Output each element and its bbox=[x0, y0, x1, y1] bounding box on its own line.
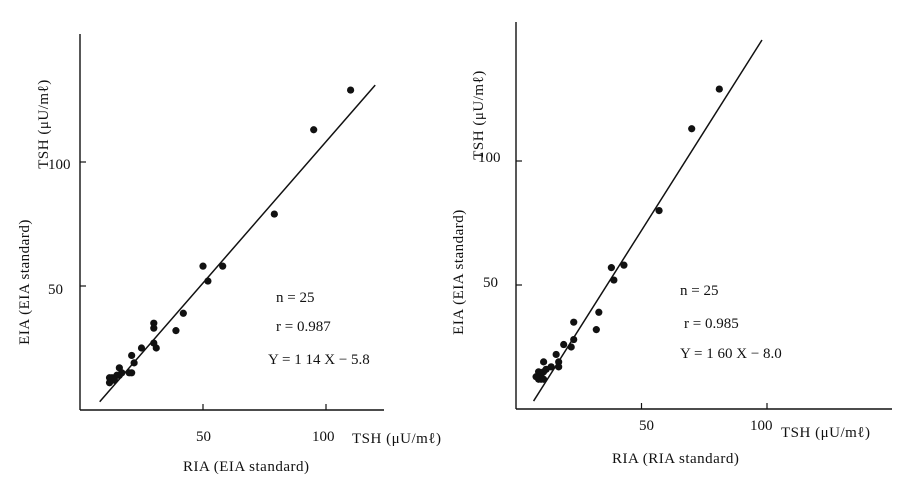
data-point bbox=[655, 207, 663, 215]
x-axis-unit: TSH (μU/mℓ) bbox=[352, 431, 441, 447]
data-point bbox=[592, 326, 600, 334]
y-tick-label: 100 bbox=[478, 150, 501, 166]
y-axis-label: EIA (EIA standard) bbox=[17, 219, 33, 345]
x-axis-unit: TSH (μU/mℓ) bbox=[781, 425, 870, 441]
stat-annotation: Y = 1 60 X − 8.0 bbox=[680, 346, 782, 362]
data-point bbox=[270, 210, 278, 218]
stat-annotation: n = 25 bbox=[276, 290, 314, 306]
data-point bbox=[595, 308, 603, 316]
y-tick-label: 100 bbox=[48, 157, 71, 173]
data-point bbox=[540, 375, 548, 383]
y-tick-label: 50 bbox=[483, 275, 498, 291]
data-point bbox=[560, 340, 568, 349]
data-point bbox=[105, 379, 114, 387]
data-point bbox=[150, 319, 158, 327]
data-point bbox=[567, 343, 575, 351]
data-point bbox=[172, 327, 180, 335]
data-point bbox=[204, 277, 212, 285]
data-point bbox=[125, 369, 133, 377]
stat-annotation: r = 0.987 bbox=[276, 319, 331, 335]
data-point bbox=[532, 373, 540, 381]
data-point bbox=[310, 126, 318, 134]
x-tick-label: 50 bbox=[639, 418, 654, 434]
data-point bbox=[130, 359, 138, 367]
stat-annotation: r = 0.985 bbox=[684, 316, 739, 332]
data-point bbox=[620, 261, 628, 269]
stat-annotation: n = 25 bbox=[680, 283, 718, 299]
y-axis-unit: TSH (μU/mℓ) bbox=[471, 70, 487, 159]
data-point bbox=[199, 262, 207, 270]
x-axis-label: RIA (RIA standard) bbox=[612, 451, 739, 467]
data-point bbox=[607, 264, 615, 272]
x-axis-label: RIA (EIA standard) bbox=[183, 459, 309, 475]
data-point bbox=[610, 276, 618, 284]
data-point bbox=[555, 363, 563, 371]
data-point bbox=[179, 309, 187, 317]
data-point bbox=[540, 358, 548, 366]
data-point bbox=[570, 318, 578, 326]
regression-line bbox=[99, 84, 376, 403]
data-point bbox=[115, 364, 123, 372]
data-point bbox=[715, 85, 723, 93]
x-tick-label: 50 bbox=[196, 429, 211, 445]
data-point bbox=[347, 86, 355, 94]
data-point bbox=[219, 262, 227, 270]
data-point bbox=[688, 125, 696, 133]
data-point bbox=[570, 335, 578, 344]
data-point bbox=[128, 351, 136, 360]
data-point bbox=[137, 344, 146, 352]
data-point bbox=[150, 324, 158, 332]
stat-annotation: Y = 1 14 X − 5.8 bbox=[268, 352, 370, 368]
x-tick-label: 100 bbox=[750, 418, 773, 434]
x-tick-label: 100 bbox=[312, 429, 335, 445]
data-point bbox=[552, 350, 560, 359]
y-axis-unit: TSH (μU/mℓ) bbox=[36, 79, 52, 168]
data-point bbox=[555, 358, 563, 366]
data-point bbox=[152, 344, 160, 352]
y-axis-label: EIA (EIA standard) bbox=[451, 209, 467, 335]
y-tick-label: 50 bbox=[48, 282, 63, 298]
